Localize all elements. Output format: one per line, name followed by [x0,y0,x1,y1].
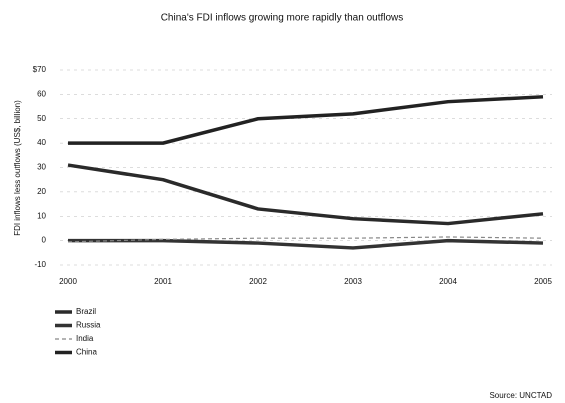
y-tick-label: 50 [37,114,46,123]
x-tick-label: 2005 [534,277,552,286]
line [68,238,544,250]
source: Source: UNCTAD [489,391,552,400]
x-tick-label: 2002 [249,277,267,286]
x-tick-label: 2003 [344,277,362,286]
x-tick-label: 2000 [59,277,77,286]
x-tick-label: 2001 [154,277,172,286]
legend-label: India [76,334,94,343]
x-tick-label: 2004 [439,277,457,286]
legend-label: Russia [76,321,101,330]
line [67,163,544,226]
legend-label: Brazil [76,307,96,316]
y-tick-label: 60 [37,89,46,98]
line [68,95,544,145]
y-tick-label: 10 [37,211,46,220]
y-tick-label: 0 [42,236,47,245]
y-tick-label: -10 [34,260,46,269]
chart-title: China's FDI inflows growing more rapidly… [161,13,404,24]
legend-label: China [76,348,97,357]
y-tick-label: 30 [37,163,46,172]
y-tick-label: $70 [33,65,47,74]
y-tick-label: 40 [37,138,46,147]
y-tick-label: 20 [37,187,46,196]
y-axis-label: FDI inflows less outflows (US$, billion) [13,100,22,236]
line [67,236,544,243]
